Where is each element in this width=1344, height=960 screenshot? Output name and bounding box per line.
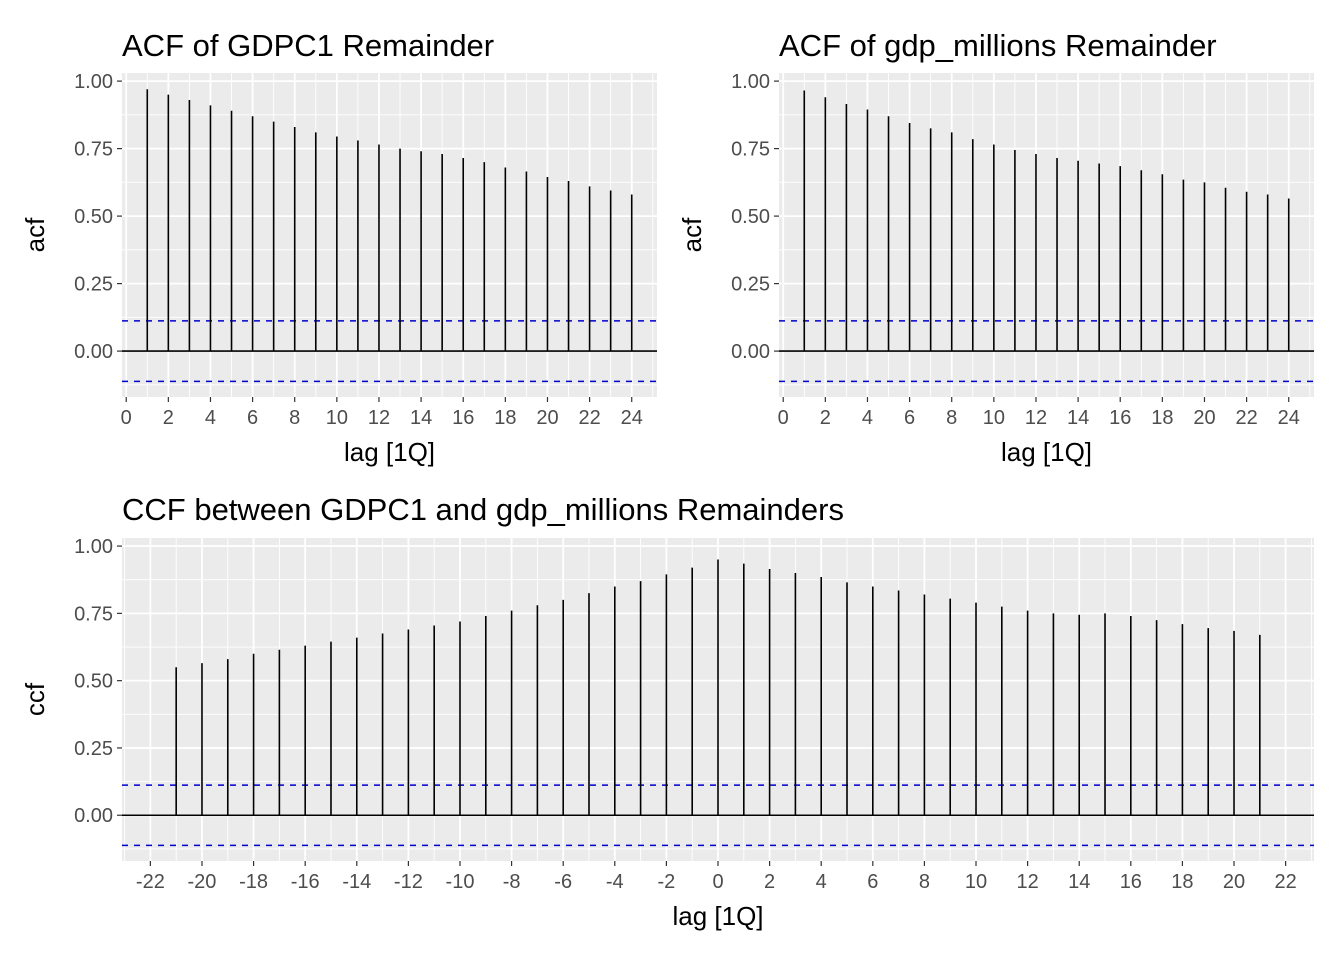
x-tick-label: -2: [657, 871, 675, 893]
x-tick-label: 4: [205, 407, 216, 429]
x-tick-label: 6: [904, 407, 915, 429]
x-tick-label: 10: [326, 407, 348, 429]
x-tick-label: 20: [1223, 871, 1245, 893]
x-tick-label: 14: [1067, 407, 1089, 429]
x-tick-label: 22: [578, 407, 600, 429]
x-tick-label: 4: [816, 871, 827, 893]
x-tick-label: 24: [621, 407, 643, 429]
x-tick-label: 8: [946, 407, 957, 429]
plot-background: [779, 73, 1314, 397]
x-tick-label: -14: [342, 871, 371, 893]
x-tick-label: 18: [1151, 407, 1173, 429]
y-tick-label: 0.00: [74, 341, 113, 363]
x-tick-label: 18: [1171, 871, 1193, 893]
x-tick-label: 2: [820, 407, 831, 429]
x-tick-label: 14: [1068, 871, 1090, 893]
y-tick-label: 0.75: [731, 139, 770, 161]
y-tick-label: 1.00: [74, 71, 113, 93]
x-tick-label: 12: [1016, 871, 1038, 893]
x-axis-title: lag [1Q]: [344, 437, 435, 467]
chart-title: ACF of GDPC1 Remainder: [122, 28, 494, 63]
y-tick-label: 0.75: [74, 603, 113, 625]
x-tick-label: 2: [163, 407, 174, 429]
x-tick-label: 20: [536, 407, 558, 429]
chart-panel-2: 0.000.250.500.751.000 2 4 6 8 10 12 14 16 18 20 22 2…: [677, 28, 1314, 467]
x-tick-label: 22: [1235, 407, 1257, 429]
y-tick-label: 0.50: [731, 206, 770, 228]
y-tick-label: 0.50: [74, 206, 113, 228]
y-tick-label: 1.00: [74, 536, 113, 558]
x-tick-label: 12: [368, 407, 390, 429]
x-tick-label: 8: [289, 407, 300, 429]
x-tick-label: 8: [919, 871, 930, 893]
y-axis-title: ccf: [20, 682, 50, 716]
plot-background: [122, 73, 657, 397]
x-tick-label: 10: [983, 407, 1005, 429]
x-tick-label: -12: [394, 871, 423, 893]
x-tick-label: -16: [291, 871, 320, 893]
x-tick-label: -8: [503, 871, 521, 893]
x-tick-label: 0: [778, 407, 789, 429]
y-tick-label: 1.00: [731, 71, 770, 93]
chart-panel-3: 0.000.250.500.751.00-22 -20 -18 -16 -14 -12 -1…: [20, 492, 1314, 931]
x-tick-label: -4: [606, 871, 624, 893]
x-tick-label: -20: [188, 871, 217, 893]
y-tick-label: 0.50: [74, 671, 113, 693]
chart-title: ACF of gdp_millions Remainder: [779, 28, 1217, 63]
y-axis-title: acf: [677, 217, 707, 252]
x-tick-label: 0: [712, 871, 723, 893]
x-tick-label: -10: [446, 871, 475, 893]
x-tick-label: -18: [239, 871, 268, 893]
x-tick-label: 16: [452, 407, 474, 429]
x-tick-label: 24: [1278, 407, 1300, 429]
x-tick-label: 4: [862, 407, 873, 429]
chart-panel-1: 0.000.250.500.751.000 2 4 6 8 10 12 14 16 18 20 22 2…: [20, 28, 657, 467]
x-axis-title: lag [1Q]: [1001, 437, 1092, 467]
x-tick-label: 0: [121, 407, 132, 429]
x-tick-label: 14: [410, 407, 432, 429]
y-tick-label: 0.00: [74, 805, 113, 827]
y-tick-label: 0.25: [74, 274, 113, 296]
x-tick-label: 20: [1193, 407, 1215, 429]
x-tick-label: 16: [1120, 871, 1142, 893]
x-tick-label: 18: [494, 407, 516, 429]
x-tick-label: -6: [554, 871, 572, 893]
x-tick-label: 22: [1274, 871, 1296, 893]
y-tick-label: 0.25: [731, 274, 770, 296]
y-tick-label: 0.25: [74, 738, 113, 760]
y-axis-title: acf: [20, 217, 50, 252]
x-tick-label: 10: [965, 871, 987, 893]
x-tick-label: 6: [867, 871, 878, 893]
chart-title: CCF between GDPC1 and gdp_millions Remai…: [122, 492, 844, 527]
x-tick-label: 6: [247, 407, 258, 429]
x-tick-label: -22: [136, 871, 165, 893]
x-tick-label: 16: [1109, 407, 1131, 429]
x-axis-title: lag [1Q]: [672, 901, 763, 931]
x-tick-label: 12: [1025, 407, 1047, 429]
y-tick-label: 0.00: [731, 341, 770, 363]
x-tick-label: 2: [764, 871, 775, 893]
y-tick-label: 0.75: [74, 139, 113, 161]
